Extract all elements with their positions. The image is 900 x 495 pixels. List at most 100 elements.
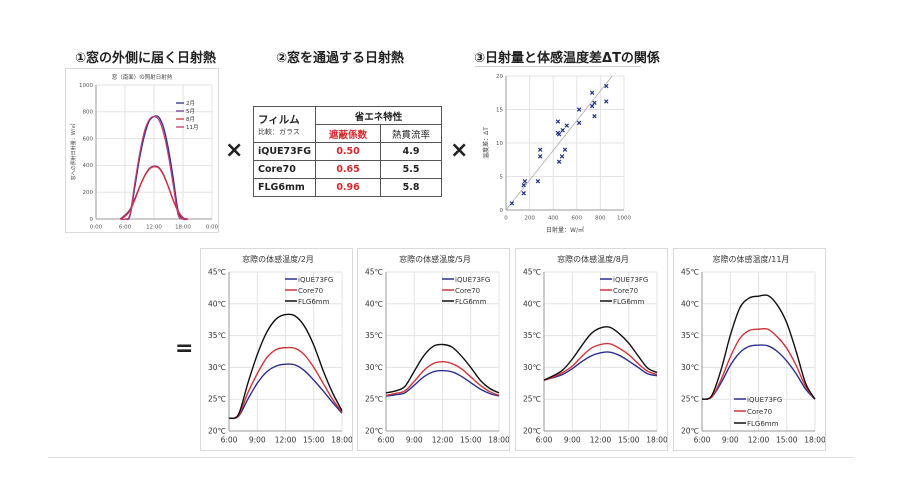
- y-tick-label: 0: [500, 208, 504, 214]
- temp-chart-nov: 窓際の体感温度/11月 20℃ 25℃ 30℃ 35℃ 40℃ 45℃ 6:00 9:00 12:…: [673, 248, 826, 451]
- chart-title: 窓際の体感温度/11月: [713, 254, 790, 264]
- x-tick-label: 1000: [617, 216, 631, 222]
- y-tick-label: 35℃: [365, 331, 383, 340]
- legend-label: iQUE73FG: [455, 276, 490, 284]
- y-tick-label: 0: [90, 217, 94, 223]
- x-tick-label: 9:00: [249, 436, 266, 445]
- y-tick-label: 25℃: [523, 395, 541, 404]
- film-name: iQUE73FG: [252, 142, 317, 161]
- scatter-point: [604, 99, 609, 104]
- x-tick-label: 18:00: [331, 436, 352, 445]
- trend-line: [505, 75, 613, 211]
- y-tick-label: 10: [496, 141, 503, 147]
- x-tick-label: 600: [572, 216, 583, 222]
- shading-value: 0.96: [315, 178, 382, 197]
- legend-label: 8月: [186, 116, 195, 123]
- x-tick-label: 12:00: [748, 436, 770, 445]
- x-tick-label: 9:00: [722, 436, 739, 445]
- y-tick-label: 25℃: [208, 395, 226, 404]
- film-name: Core70: [252, 160, 317, 179]
- scatter-point: [555, 119, 561, 124]
- scatter-point: [589, 103, 595, 109]
- legend-label: iQUE73FG: [613, 276, 648, 284]
- temp-chart-may: 窓際の体感温度/5月 20℃ 25℃ 30℃ 35℃ 40℃ 45℃ 6:00 9:00 12:0…: [357, 248, 510, 451]
- divider: [475, 66, 641, 67]
- x-tick-label: 6:00: [119, 225, 132, 231]
- y-tick-label: 30℃: [681, 363, 699, 372]
- u-value: 5.8: [380, 178, 443, 197]
- y-tick-label: 1000: [79, 83, 93, 89]
- x-tick-label: 400: [548, 216, 559, 222]
- x-tick-label: 800: [595, 216, 606, 222]
- y-tick-label: 30℃: [523, 363, 541, 372]
- y-tick-label: 45℃: [365, 268, 383, 277]
- series-line-iQUE73FG: [228, 363, 343, 420]
- u-value-header: 熱貫流率: [380, 124, 443, 143]
- scatter-point: [556, 159, 562, 164]
- table-row: Core70 0.65 5.5: [252, 160, 443, 179]
- x-tick-label: 18:00: [804, 436, 825, 445]
- x-tick-label: 0:00: [90, 225, 103, 231]
- legend-label: iQUE73FG: [747, 396, 782, 404]
- scatter-point: [560, 128, 565, 133]
- x-tick-label: 6:00: [694, 436, 711, 445]
- series-line-iQUE73FG: [385, 369, 500, 397]
- chart-title: 窓際の体感温度/8月: [557, 254, 629, 264]
- scatter-point: [592, 100, 597, 106]
- scatter-point: [537, 147, 543, 152]
- x-tick-label: 6:00: [536, 436, 553, 445]
- legend-label: 5月: [186, 108, 195, 115]
- temp-chart-feb: 窓際の体感温度/2月 20℃ 25℃ 30℃ 35℃ 40℃ 45℃ 6:00 9:00 12:0…: [200, 248, 353, 451]
- film-header-cell: フィルム 比較：ガラス: [252, 106, 317, 143]
- scatter-point: [521, 191, 526, 196]
- y-axis-label: 温度差：ΔT: [482, 127, 490, 159]
- series-line-11月: [120, 115, 188, 220]
- series-line-iQUE73FG: [701, 344, 816, 400]
- y-tick-label: 600: [83, 136, 94, 142]
- y-tick-label: 40℃: [523, 299, 541, 308]
- shading-value: 0.65: [315, 160, 382, 179]
- x-tick-label: 18:00: [488, 436, 509, 445]
- legend-label: 2月: [186, 100, 195, 107]
- film-sub-header: 比較：ガラス: [258, 128, 300, 136]
- y-tick-label: 20℃: [681, 427, 699, 436]
- series-line-FLG6mm: [228, 313, 343, 420]
- multiply-operator-2: ×: [450, 138, 469, 163]
- legend-label: FLG6mm: [747, 420, 779, 428]
- scatter-point: [556, 132, 562, 137]
- legend-label: FLG6mm: [455, 298, 487, 306]
- table-row: iQUE73FG 0.50 4.9: [252, 142, 443, 161]
- shading-header: 遮蔽係数: [315, 124, 382, 143]
- section-title-2: ②窓を通過する日射熱: [276, 51, 405, 66]
- y-tick-label: 800: [83, 110, 94, 116]
- y-tick-label: 5: [500, 174, 504, 180]
- equals-operator: =: [175, 336, 194, 361]
- y-tick-label: 25℃: [365, 395, 383, 404]
- x-tick-label: 12:00: [432, 436, 454, 445]
- scatter-point: [509, 201, 515, 206]
- u-value: 5.5: [380, 160, 443, 179]
- film-name: FLG6mm: [252, 178, 317, 197]
- y-tick-label: 40℃: [208, 299, 226, 308]
- scatter-point: [576, 120, 582, 126]
- legend-label: Core70: [298, 287, 323, 295]
- y-tick-label: 15: [496, 107, 503, 113]
- x-tick-label: 0: [504, 216, 508, 222]
- series-line-FLG6mm: [701, 294, 816, 400]
- x-tick-label: 15:00: [618, 436, 640, 445]
- y-tick-label: 25℃: [681, 395, 699, 404]
- x-tick-label: 12:00: [590, 436, 612, 445]
- x-tick-label: 15:00: [460, 436, 482, 445]
- scatter-point: [537, 154, 543, 159]
- scatter-point: [559, 154, 565, 159]
- scatter-point: [592, 113, 597, 119]
- x-tick-label: 18:00: [646, 436, 667, 445]
- chart-title: 窓（南面）の照射日射熱: [112, 73, 173, 81]
- legend-label: Core70: [747, 408, 772, 416]
- legend-label: Core70: [613, 287, 638, 295]
- series-line-Core70: [543, 342, 658, 381]
- scatter-point: [535, 178, 541, 184]
- film-spec-table: フィルム 比較：ガラス 省エネ特性 遮蔽係数 熱貫流率 iQUE73FG 0.5…: [252, 106, 443, 197]
- x-axis-label: 日射量：W/㎡: [546, 226, 584, 234]
- x-tick-label: 9:00: [406, 436, 423, 445]
